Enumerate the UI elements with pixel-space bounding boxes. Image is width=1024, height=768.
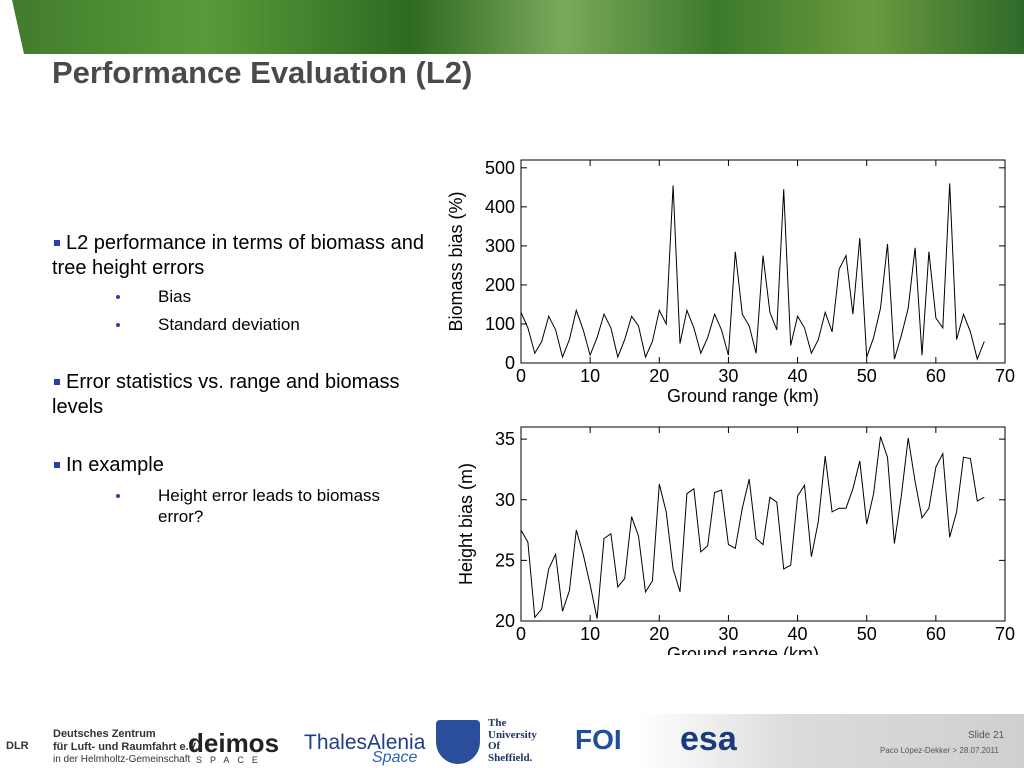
foi-logo: FOI <box>575 724 622 755</box>
y-tick-label: 100 <box>485 314 515 334</box>
bullet: L2 performance in terms of biomass and t… <box>52 231 437 281</box>
deimos-sub: SPACE <box>196 755 266 765</box>
y-tick-label: 200 <box>485 275 515 295</box>
data-line <box>520 436 985 619</box>
sheffield-text: Of <box>488 740 501 752</box>
deimos-logo: deimos <box>188 728 280 758</box>
bullet-text: In example <box>66 454 164 476</box>
banner-image <box>12 0 1024 54</box>
x-axis-label: Ground range (km) <box>667 386 819 406</box>
y-axis-label: Biomass bias (%) <box>446 191 466 331</box>
x-tick-label: 30 <box>718 366 738 386</box>
x-tick-label: 0 <box>516 624 526 644</box>
sub-bullet-text: Height error leads to biomass error? <box>158 486 381 526</box>
sheffield-text: Sheffield. <box>488 751 533 764</box>
author-date: Paco López-Dekker > 28.07.2011 <box>880 746 999 755</box>
bullet-text: L2 performance in terms of biomass and t… <box>52 232 424 279</box>
sub-bullet: Bias <box>116 286 428 307</box>
thales-logo: ThalesAlenia <box>304 731 426 754</box>
x-tick-label: 70 <box>995 624 1015 644</box>
x-tick-label: 50 <box>857 366 877 386</box>
x-tick-label: 40 <box>788 624 808 644</box>
data-line <box>520 183 985 361</box>
x-tick-label: 10 <box>580 366 600 386</box>
footer-bar <box>636 714 1024 768</box>
x-tick-label: 0 <box>516 366 526 386</box>
slide-title: Performance Evaluation (L2) <box>52 55 473 90</box>
x-tick-label: 50 <box>857 624 877 644</box>
y-tick-label: 30 <box>495 490 515 510</box>
x-axis-label: Ground range (km) <box>667 644 819 655</box>
bullet: In example <box>52 453 437 478</box>
y-axis-label: Height bias (m) <box>456 463 476 585</box>
thales-sub: Space <box>372 749 418 766</box>
y-tick-label: 300 <box>485 236 515 256</box>
plot-frame <box>520 159 1006 364</box>
y-tick-label: 400 <box>485 197 515 217</box>
sheffield-text: The <box>488 717 507 729</box>
sub-bullet: Standard deviation <box>116 314 428 335</box>
bullet-text: Error statistics vs. range and biomass l… <box>52 371 400 418</box>
x-tick-label: 10 <box>580 624 600 644</box>
slide-number: Slide 21 <box>968 730 1005 741</box>
dlr-text: in der Helmholtz-Gemeinschaft <box>53 754 191 765</box>
x-tick-label: 20 <box>649 624 669 644</box>
dlr-abbr: DLR <box>6 740 29 752</box>
esa-logo: esa <box>680 720 737 758</box>
plot-frame <box>520 426 1006 622</box>
bullet: Error statistics vs. range and biomass l… <box>52 370 437 420</box>
y-tick-label: 25 <box>495 550 515 570</box>
sheffield-crest <box>436 720 480 764</box>
y-tick-label: 500 <box>485 158 515 178</box>
sub-bullet-text: Bias <box>158 287 192 306</box>
x-tick-label: 70 <box>995 366 1015 386</box>
y-tick-label: 35 <box>495 429 515 449</box>
sub-bullet-text: Standard deviation <box>158 315 300 334</box>
x-tick-label: 40 <box>788 366 808 386</box>
sheffield-text: University <box>488 728 537 741</box>
sub-bullet: Height error leads to biomass error? <box>116 485 428 527</box>
x-tick-label: 20 <box>649 366 669 386</box>
y-tick-label: 20 <box>495 611 515 631</box>
dlr-text: für Luft- und Raumfahrt e.V. <box>53 741 199 753</box>
dlr-text: Deutsches Zentrum <box>53 728 156 740</box>
sheffield-logo: The University Of Sheffield. <box>488 717 537 764</box>
x-tick-label: 60 <box>926 366 946 386</box>
x-tick-label: 60 <box>926 624 946 644</box>
x-tick-label: 30 <box>718 624 738 644</box>
y-tick-label: 0 <box>505 353 515 373</box>
